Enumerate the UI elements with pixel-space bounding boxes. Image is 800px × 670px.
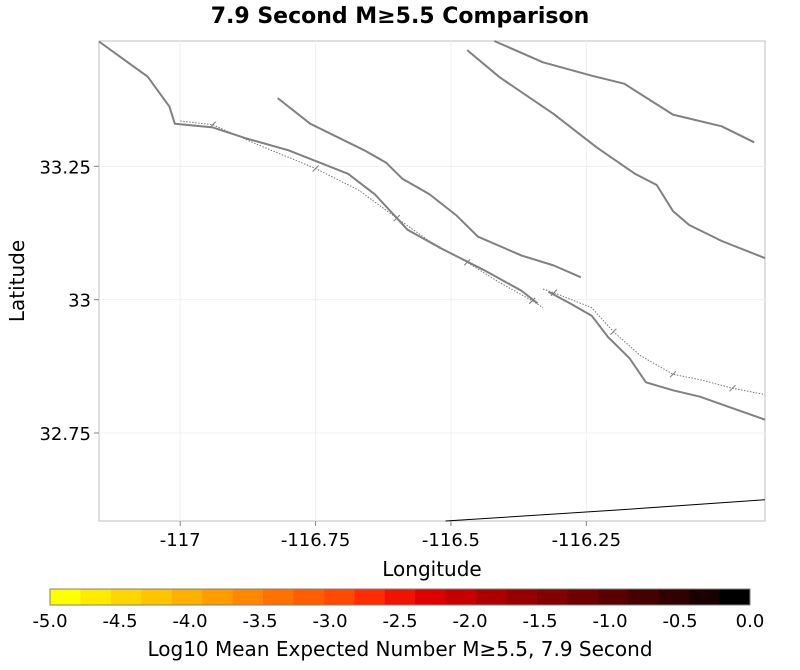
colorbar-swatch (658, 589, 690, 605)
y-tick-label: 33 (68, 291, 91, 312)
colorbar-tick-label: -4.0 (172, 611, 207, 632)
fault-trace (466, 49, 766, 260)
colorbar-swatch (445, 589, 477, 605)
colorbar-frame (49, 588, 751, 606)
rupture-segment-tick (312, 165, 319, 172)
colorbar-tick-label: -3.0 (312, 611, 347, 632)
colorbar-tick-label: -4.5 (102, 611, 137, 632)
colorbar-swatch (263, 589, 294, 605)
colorbar-swatch (354, 589, 386, 605)
rupture-segment-tick (550, 289, 558, 297)
colorbar-tick-label: -2.0 (452, 611, 487, 632)
colorbar-swatch (171, 589, 203, 605)
colorbar-swatch (50, 589, 81, 605)
colorbar-tick-label: 0.0 (736, 611, 765, 632)
x-axis-label: Longitude (382, 557, 481, 581)
colorbar-swatch (628, 589, 660, 605)
x-tick-label: -116.5 (422, 530, 480, 551)
colorbar-swatch (141, 589, 173, 605)
fault-trace (98, 40, 539, 305)
border-line (445, 499, 766, 522)
colorbar-swatch (323, 589, 355, 605)
x-tick-label: -116.25 (552, 530, 621, 551)
map-layer (98, 40, 766, 522)
colorbar-swatch (719, 589, 751, 605)
colorbar-swatch (597, 589, 629, 605)
colorbar-swatch (476, 589, 508, 605)
plot-area (98, 40, 766, 522)
colorbar-tick-label: -1.0 (592, 611, 627, 632)
colorbar-tick-label: -0.5 (662, 611, 697, 632)
colorbar-swatch (536, 589, 568, 605)
colorbar-swatch (506, 589, 538, 605)
y-axis: 33.25 33 32.75 (39, 157, 99, 445)
colorbar-label: Log10 Mean Expected Number M≥5.5, 7.9 Se… (147, 637, 652, 661)
colorbar-tick-label: -3.5 (242, 611, 277, 632)
x-tick-label: -117 (160, 530, 201, 551)
rupture-segment-tick (610, 328, 617, 336)
colorbar-swatch (415, 589, 447, 605)
colorbar-swatch (384, 589, 416, 605)
colorbar-tick-label: -5.0 (32, 611, 67, 632)
colorbar: -5.0 -4.5 -4.0 -3.5 -3.0 -2.5 -2.0 -1.5 -1.0 -0.5… (32, 588, 765, 632)
grid-lines (99, 41, 765, 521)
colorbar-swatch (293, 589, 325, 605)
x-axis: -117 -116.75 -116.5 -116.25 (160, 521, 621, 551)
colorbar-swatch (689, 589, 721, 605)
colorbar-swatch (232, 589, 264, 605)
rupture-segment-tick (729, 384, 736, 392)
rupture-segment-tick (669, 370, 677, 378)
y-tick-label: 32.75 (39, 424, 91, 445)
y-axis-label: Latitude (5, 240, 29, 322)
colorbar-swatch (567, 589, 599, 605)
fault-trace (547, 290, 766, 421)
y-tick-label: 33.25 (39, 157, 91, 178)
rupture-outline (542, 288, 766, 396)
chart-title: 7.9 Second M≥5.5 Comparison (211, 4, 590, 29)
colorbar-swatch (110, 589, 142, 605)
x-tick-label: -116.75 (281, 530, 350, 551)
colorbar-swatch (80, 589, 112, 605)
colorbar-tick-label: -2.5 (382, 611, 417, 632)
colorbar-swatch (202, 589, 234, 605)
fault-trace (277, 97, 582, 279)
rupture-segment-tick (528, 297, 536, 305)
colorbar-tick-label: -1.5 (522, 611, 557, 632)
fault-trace (493, 40, 755, 144)
